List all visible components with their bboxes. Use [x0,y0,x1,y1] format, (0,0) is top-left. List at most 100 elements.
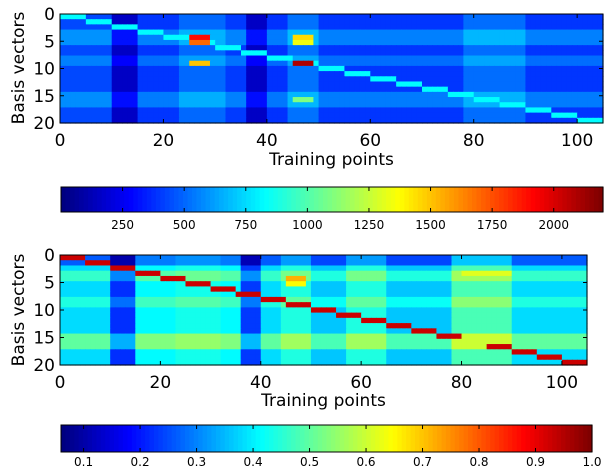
heatmap-cell [285,270,292,277]
heatmap-cell [504,45,511,51]
heatmap-cell [225,86,232,93]
heatmap-cell [326,296,332,303]
heatmap-cell [525,112,532,119]
heatmap-cell [96,107,102,114]
heatmap-cell [546,317,553,324]
colorbar-segment [548,187,554,212]
heatmap-cell [147,34,154,41]
heatmap-cell [531,291,538,298]
heatmap-cell [396,338,402,345]
heatmap-cell [209,112,216,119]
heatmap-cell [165,260,172,267]
heatmap-cell [165,275,172,282]
heatmap-cell [75,29,82,36]
heatmap-cell [147,86,154,93]
heatmap-cell [597,19,604,25]
heatmap-cell [65,275,71,282]
heatmap-cell [265,307,272,314]
heatmap-cell [421,286,427,293]
heatmap-cell [391,255,397,261]
heatmap-cell [305,344,312,350]
heatmap-cell [453,71,459,77]
heatmap-cell [135,307,141,314]
colorbar-tick-label: 1250 [354,218,385,232]
heatmap-cell [241,91,247,98]
heatmap-cell [582,45,589,51]
heatmap-cell [341,291,347,298]
colorbar-tick-label: 0.8 [469,455,488,469]
heatmap-cell [331,317,337,324]
heatmap-cell [160,275,166,282]
heatmap-cell [225,265,232,272]
heatmap-cell [185,281,192,288]
heatmap-cell [105,323,111,329]
heatmap-cell [442,102,449,109]
heatmap-cell [185,323,192,329]
heatmap-cell [504,86,511,93]
heatmap-cell [516,328,523,335]
heatmap-cell [272,107,278,114]
heatmap-cell [265,275,272,282]
heatmap-cell [204,91,211,98]
colorbar-segment [353,425,359,452]
heatmap-cell [275,323,282,329]
colorbar-tick-label: 0.3 [187,455,206,469]
heatmap-cell [458,29,464,36]
heatmap-cell [411,102,418,109]
heatmap-cell [266,39,273,46]
heatmap-cell [442,39,449,46]
heatmap-cell [386,307,392,314]
heatmap-cell [184,19,190,25]
heatmap-cell [349,76,356,83]
heatmap-cell [468,50,475,57]
colorbar-segment [193,425,199,452]
heatmap-cell [442,29,449,36]
heatmap-cell [561,102,568,109]
heatmap-cell [147,97,154,103]
heatmap-cell [184,34,190,41]
heatmap-cell [411,14,418,20]
heatmap-cell [431,275,438,282]
heatmap-cell [336,323,342,329]
colorbar-segment [74,425,80,452]
colorbar-segment [476,187,482,212]
heatmap-cell [331,260,337,267]
heatmap-cell [396,296,402,303]
heatmap-cell [446,354,453,361]
heatmap-cell [270,307,277,314]
heatmap-cell [189,60,196,67]
heatmap-cell [447,29,454,36]
heatmap-cell [101,97,108,103]
heatmap-cell [155,323,161,329]
heatmap-cell [516,359,523,366]
heatmap-cell [436,317,443,324]
heatmap-cell [381,354,387,361]
heatmap-cell [520,86,527,93]
heatmap-cell [476,354,483,361]
heatmap-cell [173,55,180,62]
heatmap-cell [230,86,237,93]
heatmap-cell [323,81,330,88]
heatmap-cell [331,328,337,335]
heatmap-cell [466,328,473,335]
heatmap-cell [385,14,392,20]
heatmap-cell [431,281,438,288]
colorbar-segment [580,187,586,212]
heatmap-cell [456,291,463,298]
heatmap-cell [380,29,387,36]
heatmap-cell [551,333,558,340]
heatmap-cell [436,302,443,308]
heatmap-cell [122,71,128,77]
heatmap-cell [320,286,327,293]
heatmap-cell [442,97,449,103]
heatmap-cell [65,55,71,62]
heatmap-cell [509,29,516,36]
heatmap-cell [65,323,71,329]
colorbar-segment [198,425,204,452]
heatmap-cell [437,65,444,72]
heatmap-cell [416,14,423,20]
heatmap-cell [339,45,346,51]
heatmap-cell [478,97,485,103]
heatmap-cell [381,291,387,298]
heatmap-cell [256,45,263,51]
